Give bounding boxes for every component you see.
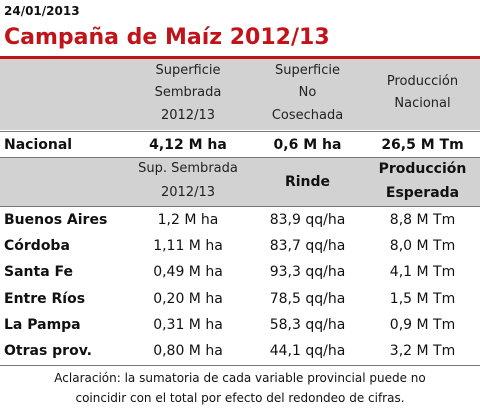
province-production: 4,1 M Tm xyxy=(389,264,456,280)
province-name: La Pampa xyxy=(4,317,81,333)
province-name: Buenos Aires xyxy=(4,212,108,228)
province-header-production-line2: Esperada xyxy=(385,185,460,201)
province-yield: 78,5 qq/ha xyxy=(269,291,346,307)
divider xyxy=(0,206,480,207)
national-header-unharvested-line2: No xyxy=(298,85,317,100)
national-row-label: Nacional xyxy=(4,137,73,153)
province-production: 3,2 M Tm xyxy=(389,343,456,359)
national-production-value: 26,5 M Tm xyxy=(381,137,464,153)
national-header-area-line1: Superficie xyxy=(155,63,221,78)
national-header-unharvested-line1: Superficie xyxy=(274,63,341,78)
province-name: Otras prov. xyxy=(4,343,92,359)
province-name: Córdoba xyxy=(4,238,70,254)
province-name: Santa Fe xyxy=(4,264,74,280)
province-yield: 58,3 qq/ha xyxy=(269,317,346,333)
divider xyxy=(0,365,480,366)
province-yield: 83,7 qq/ha xyxy=(269,238,346,254)
province-production: 1,5 M Tm xyxy=(389,291,456,307)
divider xyxy=(0,131,480,132)
national-header-band xyxy=(0,59,480,130)
national-header-unharvested-line3: Cosechada xyxy=(271,108,344,123)
province-header-area-line1: Sup. Sembrada xyxy=(138,161,238,176)
province-area: 1,2 M ha xyxy=(157,212,219,228)
footnote-line2: coincidir con el total por efecto del re… xyxy=(75,391,405,405)
national-header-production-line1: Producción xyxy=(386,74,459,89)
province-header-band xyxy=(0,158,480,206)
title-underline xyxy=(0,56,480,59)
national-header-area-line2: Sembrada xyxy=(154,85,222,100)
national-area-value: 4,12 M ha xyxy=(149,137,227,153)
province-area: 0,80 M ha xyxy=(153,343,223,359)
province-production: 8,0 M Tm xyxy=(389,238,456,254)
national-header-area-line3: 2012/13 xyxy=(160,108,215,123)
province-yield: 93,3 qq/ha xyxy=(269,264,346,280)
page-title: Campaña de Maíz 2012/13 xyxy=(4,25,330,50)
province-yield: 44,1 qq/ha xyxy=(269,343,346,359)
province-header-area-line2: 2012/13 xyxy=(160,185,215,200)
province-area: 0,31 M ha xyxy=(153,317,223,333)
province-header-yield: Rinde xyxy=(284,174,331,190)
national-unharvested-value: 0,6 M ha xyxy=(273,137,342,153)
province-production: 8,8 M Tm xyxy=(389,212,456,228)
report-date: 24/01/2013 xyxy=(4,4,80,18)
province-area: 0,20 M ha xyxy=(153,291,223,307)
national-header-production-line2: Nacional xyxy=(394,96,451,111)
province-header-production-line1: Producción xyxy=(378,161,467,177)
divider xyxy=(0,157,480,158)
province-area: 0,49 M ha xyxy=(153,264,223,280)
province-area: 1,11 M ha xyxy=(153,238,223,254)
province-yield: 83,9 qq/ha xyxy=(269,212,346,228)
province-production: 0,9 M Tm xyxy=(389,317,456,333)
footnote-line1: Aclaración: la sumatoria de cada variabl… xyxy=(54,371,426,385)
province-name: Entre Ríos xyxy=(4,291,86,307)
